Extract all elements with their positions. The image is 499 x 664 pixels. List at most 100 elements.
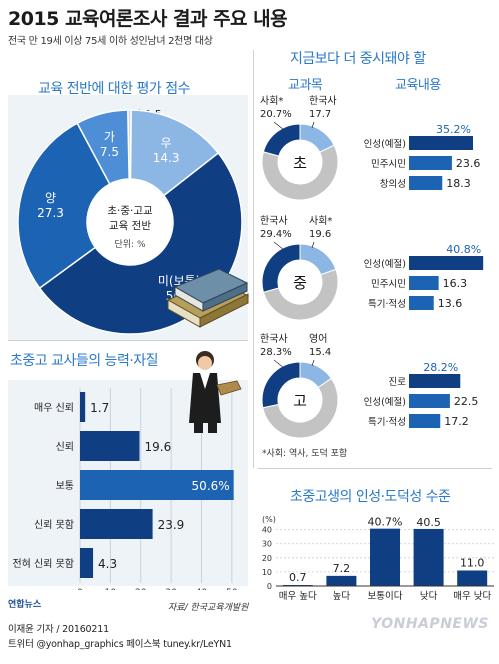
char-value-0: 0.7 — [289, 571, 307, 584]
subject-label-2-1: 영어 — [309, 333, 327, 345]
subject-value-0-0: 20.7% — [260, 109, 292, 120]
pie-slice-label-1: 양27.3 — [37, 191, 64, 220]
content-bar-1-2 — [409, 296, 434, 310]
character-bar-title: 초중고생의 인성·도덕성 수준 — [290, 489, 451, 505]
subject-label-1-0: 한국사 — [260, 215, 288, 227]
subject-group-2: 한국사 28.3% 영어 15.4 고 진로 28.2% 인성(예절) 22.5 특기·적성 17.… — [260, 333, 478, 439]
horizontal-divider-right — [258, 468, 492, 469]
content-label-0-0: 인성(예절) — [364, 138, 406, 150]
pie-slice-label-2: 가7.5 — [100, 130, 119, 159]
content-label-2-1: 인성(예절) — [364, 396, 406, 408]
content-value-1-2: 13.6 — [438, 297, 463, 310]
char-value-1: 7.2 — [333, 562, 351, 575]
teacher-xtick-0: 0 — [77, 588, 83, 590]
subject-group-1: 한국사 29.4% 사회* 19.6 중 인성(예절) 40.8% 민주시민 16.3 특기·적성… — [260, 215, 484, 321]
yonhap-watermark: YONHAPNEWS — [371, 616, 489, 632]
pie-center-line2: 교육 전반 — [109, 220, 151, 232]
content-bar-1-1 — [409, 276, 439, 290]
subject-value-0-1: 17.7 — [309, 109, 331, 120]
content-value-0-0: 35.2% — [436, 123, 471, 136]
teacher-category-3: 신뢰 못함 — [34, 519, 74, 531]
vertical-divider — [253, 50, 254, 468]
teacher-bar-2 — [80, 470, 234, 500]
content-column-label: 교육내용 — [395, 78, 441, 93]
leader-line-0-1 — [311, 121, 315, 129]
teacher-bar-chart: 0 10 20 30 40 50 매우 신뢰 1.7 신뢰 19.6 보통 50.6% 신뢰 못함 23.… — [8, 351, 248, 590]
pie-slice-value-3: 14.3 — [153, 151, 180, 165]
char-category-3: 낮다 — [420, 591, 438, 602]
char-ytick-1: 10 — [262, 568, 272, 577]
char-bar-3 — [413, 528, 444, 586]
pie-slice-name-2: 가 — [104, 130, 115, 144]
donut-level-0: 초 — [293, 154, 307, 172]
content-label-0-1: 민주시민 — [371, 159, 406, 170]
content-bar-0-1 — [409, 156, 452, 170]
pie-slice-value-2: 7.5 — [100, 145, 119, 159]
donut-hole-0 — [278, 140, 322, 184]
content-bar-1-0 — [409, 256, 484, 270]
pie-slice-value-1: 27.3 — [37, 206, 64, 220]
content-bar-2-1 — [409, 394, 450, 408]
leader-line-0-0 — [273, 121, 285, 131]
teacher-value-4: 4.3 — [98, 557, 117, 571]
char-category-2: 보통이다 — [368, 591, 403, 602]
donut-level-1: 중 — [293, 274, 307, 292]
subject-footnote: *사회: 역사, 도덕 포함 — [262, 448, 347, 459]
content-bar-2-0 — [409, 374, 461, 388]
teacher-bar-0 — [80, 392, 86, 422]
teacher-bar-4 — [80, 548, 94, 578]
pie-center-hole — [88, 180, 172, 264]
donut-hole-1 — [278, 260, 322, 304]
char-category-1: 높다 — [333, 591, 351, 602]
content-value-2-0: 28.2% — [423, 361, 458, 374]
subject-label-1-1: 사회* — [309, 215, 332, 227]
content-label-2-0: 진로 — [389, 377, 407, 388]
char-value-4: 11.0 — [460, 557, 485, 570]
subject-column-label: 교과목 — [288, 78, 323, 93]
char-ytick-4: 40 — [262, 526, 272, 535]
content-value-1-0: 40.8% — [446, 243, 481, 256]
donut-level-2: 고 — [293, 392, 307, 410]
subject-label-2-0: 한국사 — [260, 333, 288, 345]
subject-label-0-0: 사회* — [260, 95, 283, 107]
content-label-1-2: 특기·적성 — [368, 298, 406, 310]
teacher-bar-title: 초중고 교사들의 능력·자질 — [10, 353, 159, 369]
reporter-line: 이재윤 기자 / 20160211 — [8, 624, 109, 635]
content-value-2-2: 17.2 — [444, 415, 469, 428]
teacher-value-3: 23.9 — [158, 518, 185, 532]
page-subtitle: 전국 만 19세 이상 75세 이하 성인남녀 2천명 대상 — [8, 36, 213, 47]
teacher-value-1: 19.6 — [145, 440, 172, 454]
yonhap-logo: 연합뉴스 — [8, 600, 42, 610]
teacher-category-2: 보통 — [56, 480, 74, 492]
char-ytick-3: 30 — [262, 540, 272, 549]
teacher-xtick-4: 40 — [196, 588, 208, 590]
leader-line-1-0 — [273, 241, 285, 251]
horizontal-divider-left — [8, 340, 248, 341]
content-label-1-0: 인성(예절) — [364, 258, 406, 270]
char-value-2: 40.7% — [368, 516, 403, 529]
social-line: 트위터 @yonhap_graphics 페이스북 tuney.kr/LeYN1 — [8, 639, 232, 650]
char-ylabel: (%) — [262, 515, 276, 524]
pie-slice-1 — [17, 122, 111, 290]
subject-value-2-0: 28.3% — [260, 347, 292, 358]
content-value-0-1: 23.6 — [456, 157, 481, 170]
subject-label-0-1: 한국사 — [309, 95, 337, 107]
teacher-illustration — [189, 351, 242, 433]
char-bar-4 — [457, 570, 488, 586]
char-ytick-2: 20 — [262, 554, 272, 563]
character-bar-chart: (%) 0 10 20 30 40 0.7 매우 높다 7.2 높다 40.7% 보통이다 40.5 낮다… — [262, 515, 494, 602]
leader-line-1-1 — [311, 241, 315, 249]
donut-hole-2 — [278, 378, 322, 422]
footer: 이재윤 기자 / 20160211 트위터 @yonhap_graphics 페… — [8, 622, 232, 652]
content-value-1-1: 16.3 — [443, 277, 468, 290]
subject-value-1-0: 29.4% — [260, 229, 292, 240]
teacher-xtick-1: 10 — [105, 588, 117, 590]
teacher-bar-1 — [80, 431, 140, 461]
teacher-category-4: 전혀 신뢰 못함 — [12, 558, 74, 570]
pie-slice-label-3: 우14.3 — [153, 136, 180, 165]
teacher-xtick-2: 20 — [135, 588, 147, 590]
page-title: 2015 교육여론조사 결과 주요 내용 — [8, 8, 288, 30]
source-note: 자료/ 한국교육개발원 — [168, 603, 249, 613]
